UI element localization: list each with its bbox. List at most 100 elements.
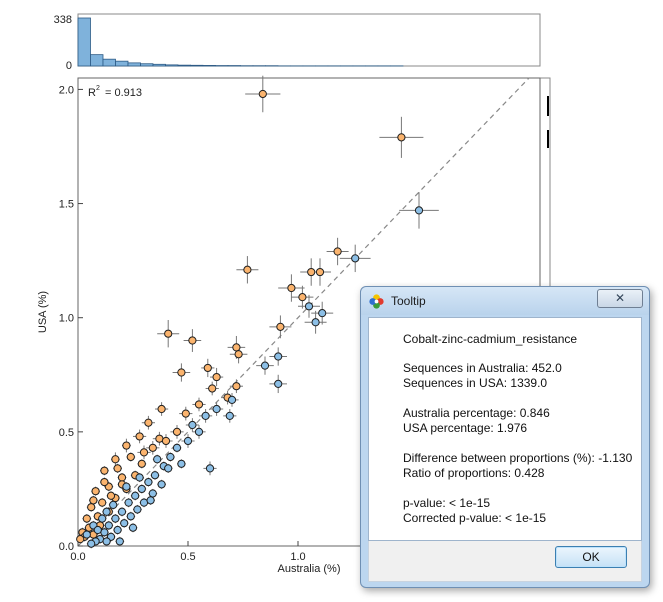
- data-point: [243, 265, 252, 274]
- data-point: [122, 482, 131, 491]
- histogram-bar: [177, 64, 191, 67]
- y-tick-label: 1.0: [59, 313, 74, 325]
- x-tick-label: 0.5: [180, 551, 195, 563]
- data-point: [144, 418, 153, 427]
- data-point: [397, 133, 406, 142]
- data-point: [126, 452, 135, 462]
- y-axis-label: USA (%): [37, 291, 49, 333]
- data-point: [148, 443, 157, 452]
- histogram-bar: [140, 63, 154, 67]
- data-point: [201, 411, 210, 420]
- data-point: [109, 500, 118, 510]
- histogram-bar: [152, 63, 166, 67]
- data-point: [144, 477, 153, 487]
- data-point: [172, 443, 182, 452]
- data-point: [106, 491, 116, 500]
- data-point: [307, 267, 316, 277]
- y-tick-label: 1.5: [59, 199, 74, 211]
- data-point: [234, 350, 243, 359]
- difference-proportions: Difference between proportions (%): -1.1…: [403, 451, 633, 465]
- data-point: [102, 507, 111, 516]
- data-point: [232, 343, 241, 352]
- corrected-p-value: Corrected p-value: < 1e-15: [403, 511, 547, 525]
- data-point: [137, 459, 146, 468]
- data-point: [157, 480, 166, 489]
- histogram-bar: [202, 65, 216, 67]
- data-point: [117, 507, 127, 516]
- data-point: [139, 448, 149, 457]
- data-point: [177, 368, 186, 377]
- data-point: [287, 283, 296, 293]
- data-point: [315, 267, 325, 277]
- histogram-bar: [90, 54, 104, 67]
- y-tick-label: 0.5: [59, 427, 74, 439]
- data-point: [260, 361, 270, 370]
- data-point: [122, 441, 131, 450]
- data-point: [208, 384, 217, 393]
- data-point: [164, 329, 173, 338]
- data-point: [157, 404, 166, 414]
- r2-annotation: R 2 = 0.913: [88, 85, 142, 99]
- r2-label: R: [88, 87, 96, 99]
- data-point: [91, 487, 100, 496]
- histogram-bar: [102, 58, 116, 67]
- x-tick-label: 0.0: [70, 551, 85, 563]
- data-point: [76, 535, 85, 544]
- percentage-usa: USA percentage: 1.976: [403, 421, 528, 435]
- data-point: [82, 514, 91, 523]
- ok-button[interactable]: OK: [555, 546, 627, 568]
- hist-tick-zero: 0: [66, 60, 72, 72]
- dialog-titlebar[interactable]: Tooltip ✕: [361, 287, 649, 315]
- data-point: [124, 498, 133, 507]
- histogram-bar: [190, 64, 204, 67]
- data-point: [102, 537, 111, 546]
- data-point: [232, 382, 241, 391]
- data-point: [128, 523, 138, 532]
- data-point: [166, 452, 175, 462]
- data-point: [172, 427, 182, 436]
- p-value: p-value: < 1e-15: [403, 496, 491, 510]
- data-point: [414, 206, 424, 215]
- reference-line: [77, 77, 530, 547]
- data-point: [183, 436, 193, 446]
- top-histogram: 338 0: [54, 13, 541, 72]
- data-point: [131, 491, 140, 500]
- histogram-frame: [77, 13, 541, 67]
- data-point: [298, 293, 307, 302]
- data-point: [148, 489, 157, 498]
- data-point: [304, 302, 314, 311]
- data-point: [212, 404, 221, 414]
- data-point: [98, 514, 107, 523]
- data-point: [146, 496, 155, 505]
- data-point: [333, 247, 342, 256]
- data-point: [194, 427, 204, 436]
- data-point: [98, 498, 107, 507]
- app-pinwheel-icon: [369, 294, 384, 309]
- x-tick-label: 1.0: [290, 551, 305, 563]
- y-tick-label: 2.0: [59, 84, 74, 96]
- data-point: [274, 379, 283, 389]
- dialog-button-bar: OK: [368, 541, 642, 582]
- data-point: [135, 473, 144, 482]
- data-point: [111, 455, 120, 464]
- feature-name: Cobalt-zinc-cadmium_resistance: [403, 332, 578, 346]
- data-point: [203, 363, 212, 373]
- y-tick-label: 0.0: [59, 541, 74, 553]
- r2-value: = 0.913: [105, 87, 142, 99]
- data-point: [100, 477, 109, 487]
- data-point: [177, 459, 186, 468]
- data-point: [113, 464, 122, 473]
- data-point: [89, 496, 98, 505]
- r2-superscript: 2: [96, 85, 100, 92]
- histogram-bar: [165, 64, 179, 67]
- close-button[interactable]: ✕: [597, 289, 643, 308]
- data-point: [126, 512, 135, 521]
- data-point: [150, 471, 160, 480]
- data-point: [120, 519, 129, 528]
- data-point: [93, 525, 102, 535]
- histogram-bar: [127, 62, 141, 67]
- data-point: [188, 420, 197, 430]
- data-point: [133, 505, 142, 514]
- sequences-australia: Sequences in Australia: 452.0: [403, 361, 562, 375]
- data-point: [225, 411, 234, 420]
